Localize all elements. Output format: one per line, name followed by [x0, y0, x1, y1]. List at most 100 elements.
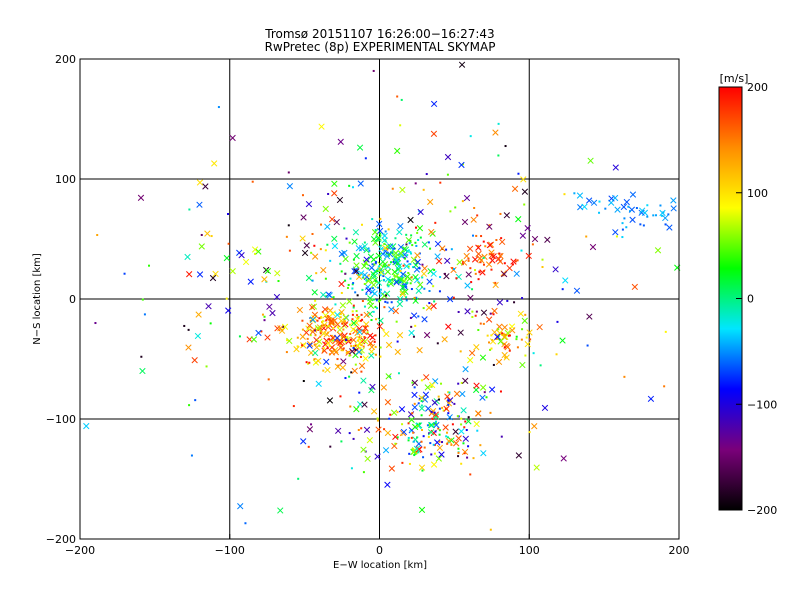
data-point-x	[312, 253, 319, 260]
data-point-dot	[419, 236, 422, 239]
data-point-x	[264, 267, 272, 275]
data-point-dot	[393, 247, 396, 250]
data-point-dot	[358, 336, 361, 339]
data-point-dot	[352, 344, 355, 347]
data-point-x	[475, 250, 482, 258]
data-point-dot	[451, 423, 454, 426]
data-point-dot	[296, 345, 299, 348]
data-point-dot	[433, 452, 436, 455]
data-point-x	[375, 279, 383, 286]
data-point-dot	[412, 335, 415, 338]
data-point-dot	[469, 135, 472, 138]
data-point-dot	[471, 310, 474, 313]
data-point-dot	[372, 310, 375, 313]
data-point-x	[422, 391, 430, 398]
data-point-x	[397, 243, 405, 251]
data-point-dot	[148, 264, 151, 267]
data-point-dot	[187, 328, 190, 331]
data-point-dot	[287, 224, 290, 227]
data-point-x	[198, 243, 205, 250]
data-point-dot	[598, 211, 601, 214]
data-point-dot	[461, 163, 464, 166]
data-point-x	[370, 271, 377, 278]
data-point-dot	[396, 411, 399, 414]
data-point-x	[358, 270, 365, 277]
data-point-x	[361, 338, 369, 345]
data-point-x	[311, 289, 318, 296]
data-point-dot	[411, 381, 414, 384]
data-point-dot	[422, 435, 425, 438]
data-point-dot	[396, 340, 399, 343]
data-point-x	[212, 270, 219, 278]
data-point-x	[496, 329, 503, 337]
data-point-dot	[404, 285, 407, 288]
data-point-x	[321, 306, 329, 313]
data-point-x	[412, 273, 419, 281]
data-point-x	[323, 358, 330, 365]
data-point-dot	[346, 286, 349, 289]
data-point-dot	[356, 314, 359, 317]
data-point-x	[306, 322, 313, 329]
data-point-x	[524, 225, 531, 232]
data-point-dot	[367, 247, 370, 250]
data-point-x	[430, 302, 437, 310]
data-point-x	[666, 224, 673, 231]
data-point-x	[429, 381, 436, 389]
data-point-dot	[412, 440, 415, 443]
data-point-dot	[324, 249, 327, 252]
data-point-dot	[420, 440, 423, 443]
data-point-dot	[301, 344, 304, 347]
data-point-x	[338, 280, 345, 288]
data-point-x	[194, 332, 202, 340]
data-point-dot	[421, 428, 424, 431]
data-point-x	[533, 464, 540, 471]
data-point-dot	[447, 412, 450, 415]
data-point-dot	[376, 270, 379, 273]
data-point-x	[427, 422, 435, 429]
data-point-x	[559, 337, 566, 344]
data-point-dot	[455, 277, 458, 280]
data-point-dot	[288, 249, 291, 252]
data-point-x	[465, 418, 472, 425]
data-point-x	[413, 445, 421, 452]
data-point-dot	[428, 424, 431, 427]
data-point-dot	[479, 322, 482, 325]
data-point-dot	[621, 222, 624, 225]
x-tick-label: 100	[519, 544, 540, 557]
data-point-x	[408, 416, 415, 423]
data-point-x	[399, 289, 406, 296]
data-point-dot	[399, 269, 402, 272]
data-point-dot	[379, 299, 382, 302]
data-point-x	[324, 366, 331, 374]
data-point-x	[286, 183, 294, 190]
data-point-dot	[334, 303, 337, 306]
data-point-dot	[200, 233, 203, 236]
data-point-dot	[260, 330, 263, 333]
data-point-x	[411, 379, 418, 386]
data-point-x	[357, 180, 364, 187]
data-point-dot	[337, 364, 340, 367]
data-point-x	[361, 262, 368, 270]
data-point-x	[350, 319, 358, 327]
data-point-x	[521, 188, 529, 195]
data-point-x	[327, 307, 334, 314]
data-point-dot	[183, 324, 186, 327]
data-point-x	[191, 357, 198, 364]
data-point-x	[366, 298, 374, 305]
data-point-x	[391, 268, 398, 276]
data-point-dot	[450, 248, 453, 251]
data-point-x	[497, 252, 504, 260]
data-point-x	[370, 273, 378, 280]
data-point-dot	[438, 407, 441, 410]
data-point-dot	[314, 343, 317, 346]
data-point-x	[464, 282, 471, 289]
data-point-dot	[407, 249, 410, 252]
data-point-x	[196, 271, 204, 278]
data-point-dot	[434, 422, 437, 425]
data-point-x	[446, 296, 454, 303]
y-axis-label: N−S location [km]	[32, 253, 43, 345]
data-point-dot	[660, 214, 663, 217]
data-point-dot	[263, 319, 266, 322]
data-point-dot	[393, 274, 396, 277]
data-point-x	[589, 243, 597, 251]
